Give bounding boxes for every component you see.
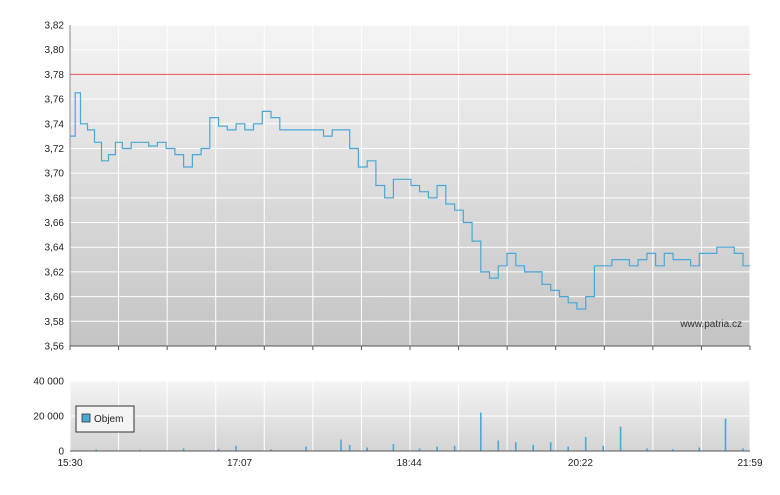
legend-label: Objem xyxy=(94,414,123,425)
volume-bar xyxy=(217,448,220,451)
volume-bar xyxy=(549,442,552,452)
price-y-tick-label: 3,74 xyxy=(45,119,65,130)
volume-bar xyxy=(95,449,97,451)
volume-bar xyxy=(646,448,648,451)
legend: Objem xyxy=(75,405,135,433)
volume-bar xyxy=(602,445,604,452)
volume-bar xyxy=(453,445,456,452)
volume-x-axis: 15:30 17:07 18:44 20:22 21:59 xyxy=(57,458,762,469)
price-y-tick-label: 3,76 xyxy=(45,95,65,106)
volume-bar xyxy=(436,446,438,451)
price-y-tick-label: 3,80 xyxy=(45,45,65,56)
volume-bar xyxy=(235,445,237,452)
volume-bar xyxy=(348,444,351,451)
price-y-tick-label: 3,68 xyxy=(45,193,65,204)
volume-bar xyxy=(366,447,368,451)
volume-bar xyxy=(340,439,342,451)
volume-bar xyxy=(742,448,744,451)
legend-swatch xyxy=(81,413,91,423)
price-y-tick-label: 3,66 xyxy=(45,218,65,229)
price-y-tick-label: 3,56 xyxy=(45,342,65,353)
watermark: www.patria.cz xyxy=(679,319,742,330)
volume-bar xyxy=(619,426,622,451)
volume-bar xyxy=(305,446,307,451)
volume-bar xyxy=(515,442,517,452)
volume-bar xyxy=(182,448,185,451)
volume-bar xyxy=(497,440,500,451)
volume-bar xyxy=(418,448,421,451)
volume-bar xyxy=(480,412,482,451)
x-tick-label: 18:44 xyxy=(397,458,422,469)
x-tick-label: 21:59 xyxy=(737,458,762,469)
price-y-tick-label: 3,72 xyxy=(45,144,65,155)
price-x-ticks xyxy=(69,346,751,350)
price-y-axis: 3,82 3,80 3,78 3,76 3,74 3,72 3,70 3,68 3,66 3,64… xyxy=(45,21,65,353)
volume-bar xyxy=(139,449,141,451)
volume-bar xyxy=(392,444,395,451)
volume-bar xyxy=(724,418,727,451)
volume-y-tick-label: 0 xyxy=(58,447,64,458)
price-y-tick-label: 3,70 xyxy=(45,169,65,180)
volume-bar xyxy=(270,449,272,452)
price-chart: 3,82 3,80 3,78 3,76 3,74 3,72 3,70 3,68 3,66 3,64… xyxy=(45,21,751,353)
x-tick-label: 17:07 xyxy=(227,458,252,469)
volume-bar xyxy=(532,444,534,451)
volume-bar xyxy=(567,446,569,451)
x-tick-label: 15:30 xyxy=(57,458,82,469)
volume-bars xyxy=(95,412,744,452)
price-series-line xyxy=(70,92,750,310)
volume-y-tick-label: 20 000 xyxy=(33,412,64,423)
x-tick-label: 20:22 xyxy=(568,458,593,469)
price-y-tick-label: 3,82 xyxy=(45,21,65,32)
volume-bar xyxy=(584,437,587,451)
volume-y-tick-label: 40 000 xyxy=(33,377,64,388)
price-y-tick-label: 3,58 xyxy=(45,317,65,328)
price-y-tick-label: 3,62 xyxy=(45,267,65,278)
price-y-tick-label: 3,64 xyxy=(45,243,65,254)
price-y-tick-label: 3,78 xyxy=(45,70,65,81)
volume-bar xyxy=(698,447,701,451)
volume-y-axis: 40 000 20 000 0 xyxy=(33,377,64,458)
volume-bar xyxy=(672,449,674,452)
price-y-tick-label: 3,60 xyxy=(45,292,65,303)
